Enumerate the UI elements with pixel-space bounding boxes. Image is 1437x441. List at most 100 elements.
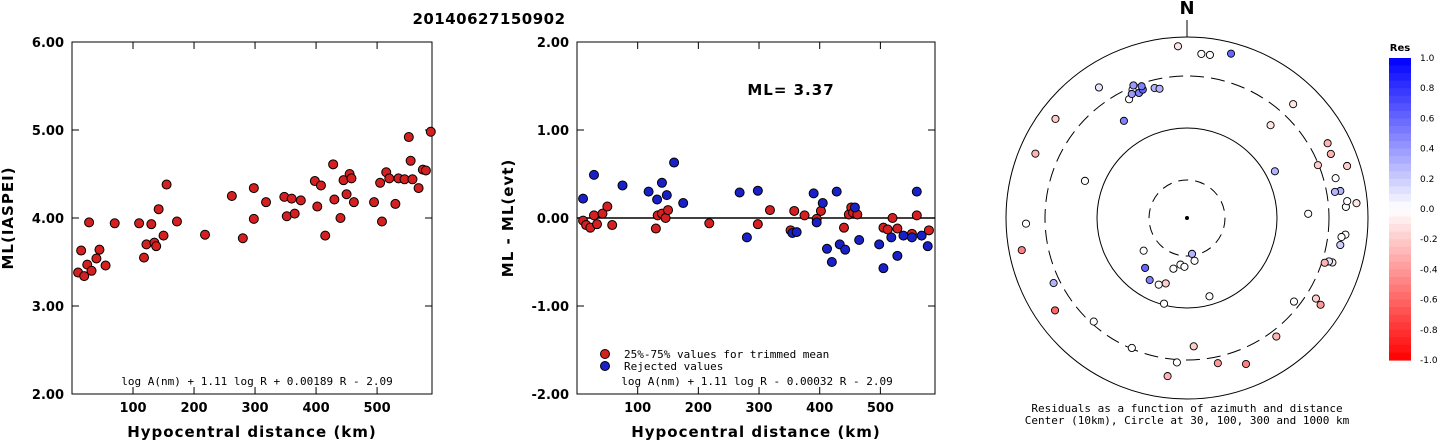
data-point <box>874 239 885 250</box>
data-point <box>923 225 934 236</box>
colorbar-cell <box>1389 292 1411 301</box>
data-point <box>109 218 120 229</box>
x-ticks: 100 200 300 400 500 <box>119 42 391 416</box>
colorbar-cell <box>1389 276 1411 286</box>
data-point <box>916 230 927 241</box>
distance-ring-300km <box>1044 75 1330 361</box>
data-point <box>390 198 401 209</box>
data-point <box>237 233 248 244</box>
data-point <box>808 188 819 199</box>
x-ticks: 100 200 300 400 500 <box>624 42 894 416</box>
colorbar-cell <box>1389 110 1411 119</box>
data-point <box>328 159 339 170</box>
data-point <box>764 205 775 216</box>
station-marker <box>1145 276 1154 285</box>
distance-ring-100km <box>1096 127 1278 309</box>
station-marker <box>1352 199 1361 208</box>
data-point <box>887 213 898 223</box>
station-marker <box>1316 300 1325 309</box>
station-marker <box>1154 280 1163 289</box>
x-tick-label: 500 <box>364 401 391 416</box>
station-marker <box>1187 249 1197 258</box>
x-tick-label: 100 <box>119 401 146 416</box>
data-point <box>376 216 387 227</box>
station-marker <box>1021 219 1031 228</box>
station-marker <box>1226 49 1236 58</box>
data-point <box>94 244 105 255</box>
data-point <box>348 197 359 208</box>
y-ticks: -2.00 -1.00 0.00 1.00 2.00 <box>532 36 935 403</box>
legend-label-rejected: Rejected values <box>624 360 723 373</box>
colorbar-cell <box>1389 141 1411 150</box>
colorbar-cell <box>1389 186 1411 195</box>
data-point <box>892 223 903 234</box>
colorbar-cell <box>1389 224 1411 233</box>
caption-line-1: Residuals as a function of azimuth and d… <box>1031 402 1342 415</box>
data-point <box>151 241 162 252</box>
residual-vs-distance-chart: -2.00 -1.00 0.00 1.00 2.00 100 200 300 400 500 M… <box>499 36 936 441</box>
data-point <box>320 230 331 241</box>
station-marker <box>1205 50 1214 59</box>
data-point <box>100 260 111 271</box>
station-marker <box>1323 139 1332 148</box>
station-marker <box>1017 246 1026 255</box>
data-point <box>588 169 599 180</box>
colorbar-cell <box>1389 329 1411 338</box>
data-point <box>91 253 102 264</box>
station-marker <box>1172 358 1181 367</box>
data-point <box>838 222 849 233</box>
colorbar-cell <box>1389 133 1411 142</box>
colorbar-cell <box>1389 246 1411 255</box>
data-point <box>84 217 95 228</box>
data-point <box>652 194 663 205</box>
colorbar-tick-label: 0.4 <box>1420 145 1435 155</box>
data-point <box>578 193 589 204</box>
station-marker <box>1270 167 1279 176</box>
station-marker <box>1050 306 1060 315</box>
data-point <box>346 173 357 184</box>
colorbar-cell <box>1389 80 1411 89</box>
station-marker <box>1169 264 1178 273</box>
colorbar-tick-label: 0.2 <box>1420 175 1434 185</box>
data-point <box>248 183 259 194</box>
x-tick-label: 500 <box>867 401 894 416</box>
data-point <box>878 263 889 274</box>
data-point <box>335 213 346 223</box>
data-point <box>811 217 822 228</box>
data-point <box>79 271 90 282</box>
station-marker <box>1331 174 1340 183</box>
data-point <box>588 210 599 221</box>
data-point <box>911 210 922 221</box>
data-point <box>898 230 909 241</box>
colorbar-tick-label: -0.6 <box>1420 296 1437 306</box>
data-point <box>226 191 237 201</box>
data-point <box>741 232 752 243</box>
station-marker <box>1320 258 1329 267</box>
colorbar-cell <box>1389 344 1411 354</box>
station-marker <box>1313 161 1322 170</box>
colorbar-tick-label: 1.0 <box>1420 54 1435 64</box>
north-label: N <box>1179 0 1194 19</box>
data-point <box>656 177 667 188</box>
y-tick-label: 5.00 <box>32 124 64 139</box>
colorbar-cell <box>1389 352 1411 361</box>
data-point <box>906 232 917 243</box>
magnitude-formula: log A(nm) + 1.11 log R + 0.00189 R - 2.0… <box>121 375 393 388</box>
data-point <box>643 186 654 197</box>
colorbar-cell <box>1389 193 1411 203</box>
station-marker <box>1127 343 1136 353</box>
colorbar-cell <box>1389 156 1411 165</box>
data-point <box>341 189 352 200</box>
x-axis-label: Hypocentral distance (km) <box>631 423 881 441</box>
x-tick-label: 200 <box>180 401 207 416</box>
ml-value-annotation: ML= 3.37 <box>747 81 834 99</box>
data-points <box>73 126 436 282</box>
colorbar-cell <box>1389 269 1411 278</box>
x-tick-label: 100 <box>624 401 651 416</box>
data-points <box>578 157 934 274</box>
epicenter-marker <box>1185 216 1189 220</box>
station-marker <box>1089 317 1098 326</box>
station-marker <box>1330 187 1339 196</box>
station-marker <box>1127 89 1136 99</box>
data-point <box>161 179 172 190</box>
